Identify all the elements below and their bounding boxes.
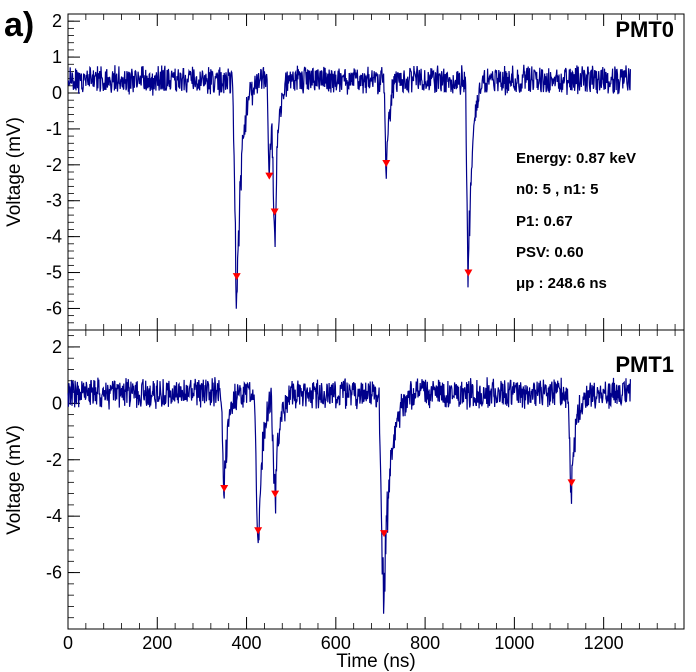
x-tick-label: 0 [63, 633, 73, 653]
y-tick-label: -2 [46, 450, 62, 470]
waveform-trace-pmt0 [67, 64, 631, 309]
panel-pmt0: 2 1 0 -1 -2 -3 -4 -5 -6 Voltage (mV) PMT0 Energy… [4, 11, 685, 331]
peak-markers-pmt1 [220, 479, 576, 538]
y-tick-label: -2 [46, 155, 62, 175]
annotation-energy: Energy: 0.87 keV [516, 150, 636, 167]
y-tick-label: 2 [52, 11, 62, 31]
peak-marker [567, 479, 576, 487]
waveform-trace-pmt1 [67, 377, 631, 614]
y-axis-title-pmt0: Voltage (mV) [4, 117, 25, 227]
peak-marker [220, 484, 229, 492]
annotation-p1: P1: 0.67 [516, 213, 573, 230]
annotation-mu-p: μp : 248.6 ns [516, 275, 607, 292]
figure-label: a) [4, 6, 34, 44]
peak-markers-pmt0 [232, 160, 473, 281]
x-tick-label: 1200 [584, 633, 624, 653]
peak-marker [254, 527, 263, 535]
y-ticks-pmt1: 2 0 -2 -4 -6 [46, 335, 80, 630]
peak-marker [265, 172, 274, 180]
annotation-box: Energy: 0.87 keV n0: 5 , n1: 5 P1: 0.67 … [516, 150, 636, 292]
panel-title-pmt0: PMT0 [615, 17, 674, 42]
y-tick-label: -3 [46, 191, 62, 211]
peak-marker [270, 208, 279, 216]
y-tick-label: -4 [46, 506, 62, 526]
plot-frame-pmt1 [67, 329, 685, 630]
peak-marker [464, 269, 473, 277]
x-tick-label: 200 [142, 633, 172, 653]
y-ticks-pmt0: 2 1 0 -1 -2 -3 -4 -5 -6 [46, 11, 80, 331]
peak-marker [380, 530, 389, 538]
x-tick-label: 800 [410, 633, 440, 653]
y-tick-label: -6 [46, 563, 62, 583]
x-tick-label: 1000 [494, 633, 534, 653]
panel-pmt1: 2 0 -2 -4 -6 0 200 400 600 800 1000 1200 Voltage (… [4, 329, 685, 672]
peak-marker [382, 160, 391, 168]
x-axis-title: Time (ns) [336, 651, 416, 672]
y-tick-label: -5 [46, 263, 62, 283]
peak-marker [271, 490, 280, 498]
x-ticks-pmt1: 0 200 400 600 800 1000 1200 [63, 330, 676, 653]
y-tick-label: 0 [52, 83, 62, 103]
y-tick-label: 2 [52, 337, 62, 357]
peak-marker [232, 273, 241, 281]
x-ticks-pmt0 [67, 14, 676, 330]
x-tick-label: 600 [321, 633, 351, 653]
x-tick-label: 400 [232, 633, 262, 653]
annotation-psv: PSV: 0.60 [516, 244, 584, 261]
y-axis-title-pmt1: Voltage (mV) [4, 425, 25, 535]
y-tick-label: -1 [46, 119, 62, 139]
y-tick-label: 0 [52, 393, 62, 413]
annotation-n0-n1: n0: 5 , n1: 5 [516, 181, 599, 198]
y-tick-label: 1 [52, 47, 62, 67]
y-tick-label: -4 [46, 227, 62, 247]
y-tick-label: -6 [46, 298, 62, 318]
panel-title-pmt1: PMT1 [615, 352, 674, 377]
